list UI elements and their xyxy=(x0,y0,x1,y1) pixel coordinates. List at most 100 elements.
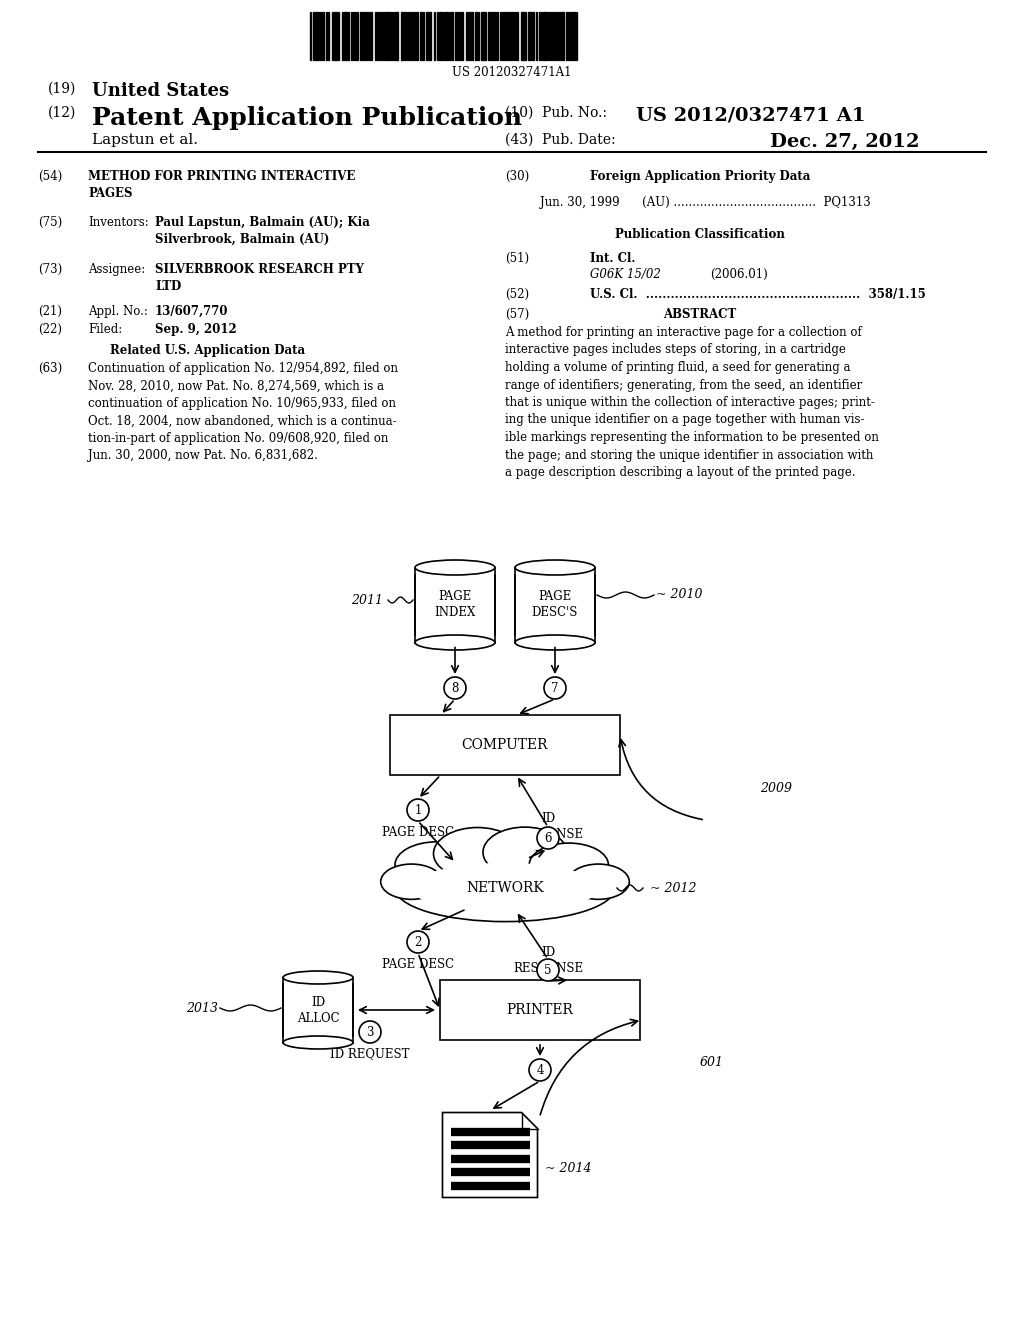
Text: (2006.01): (2006.01) xyxy=(710,268,768,281)
Text: Foreign Application Priority Data: Foreign Application Priority Data xyxy=(590,170,810,183)
Text: COMPUTER: COMPUTER xyxy=(462,738,548,752)
Text: (22): (22) xyxy=(38,323,62,337)
Text: 7: 7 xyxy=(551,681,559,694)
Bar xyxy=(481,12,484,59)
Text: 6: 6 xyxy=(544,832,552,845)
Circle shape xyxy=(529,1059,551,1081)
Text: ID
ALLOC: ID ALLOC xyxy=(297,995,339,1024)
Text: Jun. 30, 1999      (AU) ......................................  PQ1313: Jun. 30, 1999 (AU) .....................… xyxy=(540,195,870,209)
Text: 601: 601 xyxy=(700,1056,724,1068)
Bar xyxy=(334,12,337,59)
Circle shape xyxy=(537,960,559,981)
Bar xyxy=(440,979,640,1040)
Text: Filed:: Filed: xyxy=(88,323,122,337)
Text: Assignee:: Assignee: xyxy=(88,263,145,276)
Text: Related U.S. Application Data: Related U.S. Application Data xyxy=(110,345,305,356)
Ellipse shape xyxy=(515,560,595,576)
Circle shape xyxy=(544,677,566,700)
Text: (63): (63) xyxy=(38,362,62,375)
Bar xyxy=(390,715,620,775)
Text: 2011: 2011 xyxy=(351,594,383,606)
Text: 13/607,770: 13/607,770 xyxy=(155,305,228,318)
Text: Dec. 27, 2012: Dec. 27, 2012 xyxy=(770,133,920,150)
Text: (19): (19) xyxy=(48,82,77,96)
Ellipse shape xyxy=(283,972,353,983)
Bar xyxy=(404,12,406,59)
Ellipse shape xyxy=(515,635,595,649)
Text: 8: 8 xyxy=(452,681,459,694)
Bar xyxy=(439,12,441,59)
Ellipse shape xyxy=(381,865,442,899)
Text: (10)  Pub. No.:: (10) Pub. No.: xyxy=(505,106,615,120)
Bar xyxy=(572,12,575,59)
Text: ABSTRACT: ABSTRACT xyxy=(664,308,736,321)
Ellipse shape xyxy=(433,828,521,879)
Text: METHOD FOR PRINTING INTERACTIVE
PAGES: METHOD FOR PRINTING INTERACTIVE PAGES xyxy=(88,170,355,201)
Text: 2009: 2009 xyxy=(760,781,792,795)
Text: (30): (30) xyxy=(505,170,529,183)
Text: PAGE DESC: PAGE DESC xyxy=(382,958,454,972)
Text: PAGE
DESC'S: PAGE DESC'S xyxy=(531,590,579,619)
Text: (52): (52) xyxy=(505,288,529,301)
Text: U.S. Cl.  ....................................................  358/1.15: U.S. Cl. ...............................… xyxy=(590,288,926,301)
Text: (51): (51) xyxy=(505,252,529,265)
Text: PAGE DESC: PAGE DESC xyxy=(382,826,454,840)
Circle shape xyxy=(407,931,429,953)
Bar xyxy=(461,12,463,59)
Ellipse shape xyxy=(283,1036,353,1049)
Text: (73): (73) xyxy=(38,263,62,276)
Bar xyxy=(415,576,495,635)
Text: 5: 5 xyxy=(544,964,552,977)
Bar xyxy=(344,12,347,59)
Text: (54): (54) xyxy=(38,170,62,183)
Text: 2: 2 xyxy=(415,936,422,949)
Bar xyxy=(528,12,531,59)
Bar xyxy=(360,12,362,59)
Text: ID
RESPONSE: ID RESPONSE xyxy=(513,812,583,841)
Bar xyxy=(401,12,403,59)
Text: ~ 2012: ~ 2012 xyxy=(650,882,696,895)
Text: (21): (21) xyxy=(38,305,62,318)
Bar xyxy=(387,12,390,59)
Text: G06K 15/02: G06K 15/02 xyxy=(590,268,660,281)
Text: US 2012/0327471 A1: US 2012/0327471 A1 xyxy=(636,106,865,124)
Circle shape xyxy=(537,828,559,849)
Bar xyxy=(521,12,524,59)
Text: Appl. No.:: Appl. No.: xyxy=(88,305,147,318)
Text: PRINTER: PRINTER xyxy=(507,1003,573,1016)
Text: SILVERBROOK RESEARCH PTY
LTD: SILVERBROOK RESEARCH PTY LTD xyxy=(155,263,364,293)
Text: United States: United States xyxy=(92,82,229,100)
Bar xyxy=(315,12,318,59)
Bar xyxy=(426,12,428,59)
Text: Publication Classification: Publication Classification xyxy=(615,228,785,242)
Text: (75): (75) xyxy=(38,216,62,228)
Text: 2013: 2013 xyxy=(186,1002,218,1015)
Text: (12): (12) xyxy=(48,106,77,120)
Text: Int. Cl.: Int. Cl. xyxy=(590,252,636,265)
Ellipse shape xyxy=(483,828,566,878)
Text: Sep. 9, 2012: Sep. 9, 2012 xyxy=(155,323,237,337)
Ellipse shape xyxy=(415,560,495,576)
Bar xyxy=(429,12,431,59)
Text: (57): (57) xyxy=(505,308,529,321)
Text: 3: 3 xyxy=(367,1026,374,1039)
Bar xyxy=(420,12,422,59)
Bar xyxy=(451,12,453,59)
Text: Lapstun et al.: Lapstun et al. xyxy=(92,133,198,147)
Bar xyxy=(543,12,546,59)
Text: 1: 1 xyxy=(415,804,422,817)
Text: Continuation of application No. 12/954,892, filed on
Nov. 28, 2010, now Pat. No.: Continuation of application No. 12/954,8… xyxy=(88,362,398,462)
Text: ID REQUEST: ID REQUEST xyxy=(331,1047,410,1060)
Bar xyxy=(283,983,353,1036)
Text: Paul Lapstun, Balmain (AU); Kia
Silverbrook, Balmain (AU): Paul Lapstun, Balmain (AU); Kia Silverbr… xyxy=(155,216,370,246)
Text: Inventors:: Inventors: xyxy=(88,216,148,228)
Ellipse shape xyxy=(412,863,598,913)
Ellipse shape xyxy=(395,854,615,921)
Polygon shape xyxy=(442,1113,538,1197)
Ellipse shape xyxy=(567,865,630,899)
Ellipse shape xyxy=(395,842,478,888)
Bar xyxy=(446,12,449,59)
Bar xyxy=(395,12,398,59)
Text: Patent Application Publication: Patent Application Publication xyxy=(92,106,522,129)
Text: US 20120327471A1: US 20120327471A1 xyxy=(453,66,571,79)
